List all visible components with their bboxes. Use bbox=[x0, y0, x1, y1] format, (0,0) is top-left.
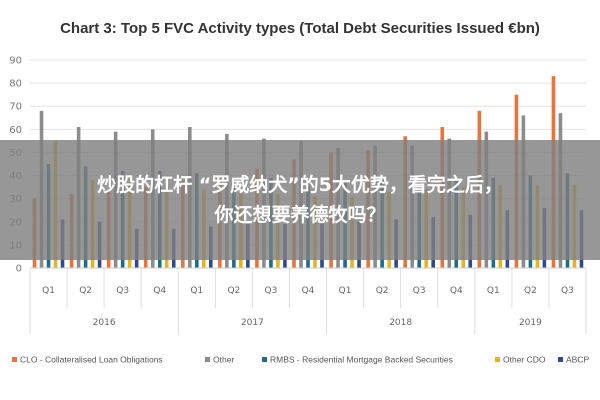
legend-label: Other bbox=[213, 355, 234, 365]
legend-swatch bbox=[558, 357, 563, 362]
year-label: 2019 bbox=[519, 318, 542, 328]
legend-swatch bbox=[495, 357, 500, 362]
legend-swatch bbox=[12, 357, 17, 362]
x-tick-label: Q4 bbox=[450, 286, 463, 296]
x-tick-label: Q3 bbox=[413, 286, 426, 296]
legend-label: CLO - Collateralised Loan Obligations bbox=[20, 355, 163, 365]
x-tick-label: Q3 bbox=[116, 286, 129, 296]
x-tick-label: Q3 bbox=[561, 286, 574, 296]
overlay-line-2: 你还想要养德牧吗？ bbox=[214, 204, 386, 226]
chart-title: Chart 3: Top 5 FVC Activity types (Total… bbox=[60, 20, 540, 37]
x-tick-label: Q4 bbox=[302, 286, 315, 296]
x-tick-label: Q1 bbox=[42, 286, 55, 296]
legend-swatch bbox=[262, 357, 267, 362]
legend-swatch bbox=[205, 357, 210, 362]
year-label: 2017 bbox=[241, 318, 264, 328]
y-tick-label: 70 bbox=[9, 102, 22, 113]
x-tick-label: Q2 bbox=[376, 286, 389, 296]
x-tick-label: Q1 bbox=[487, 286, 500, 296]
y-tick-label: 0 bbox=[16, 264, 22, 275]
overlay-line-1: 炒股的杠杆 “罗威纳犬”的5大优势，看完之后， bbox=[97, 174, 503, 196]
x-tick-label: Q1 bbox=[190, 286, 203, 296]
y-tick-label: 80 bbox=[9, 79, 22, 90]
y-tick-label: 90 bbox=[9, 56, 22, 67]
legend-label: Other CDO bbox=[503, 355, 546, 365]
x-tick-label: Q4 bbox=[153, 286, 166, 296]
x-tick-label: Q2 bbox=[227, 286, 240, 296]
year-label: 2018 bbox=[389, 318, 412, 328]
x-tick-label: Q2 bbox=[79, 286, 92, 296]
legend-label: RMBS - Residential Mortgage Backed Secur… bbox=[270, 355, 453, 365]
x-tick-label: Q1 bbox=[339, 286, 352, 296]
legend-label: ABCP bbox=[566, 355, 589, 365]
y-tick-label: 60 bbox=[9, 125, 22, 136]
x-tick-label: Q2 bbox=[524, 286, 537, 296]
year-label: 2016 bbox=[93, 318, 116, 328]
overlay-banner[interactable]: 炒股的杠杆 “罗威纳犬”的5大优势，看完之后， 你还想要养德牧吗？ bbox=[0, 140, 600, 260]
x-tick-label: Q3 bbox=[265, 286, 278, 296]
legend: CLO - Collateralised Loan Obligations Oth… bbox=[12, 355, 589, 365]
